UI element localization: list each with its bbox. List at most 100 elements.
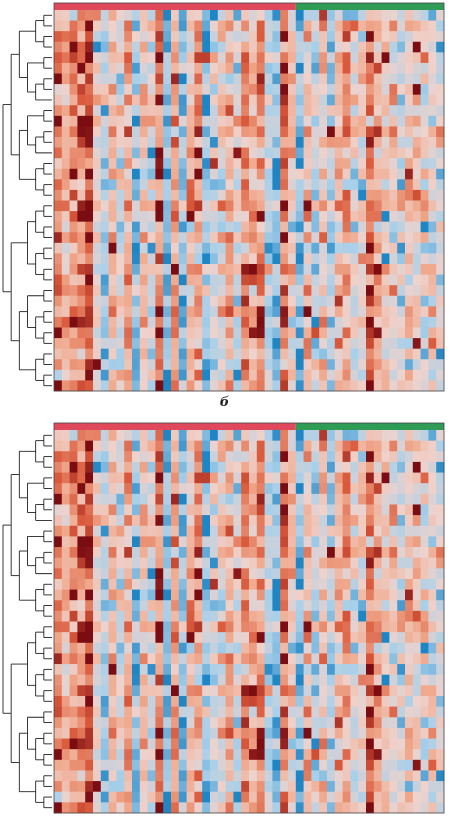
- heatmap-cell: [93, 451, 102, 463]
- heatmap-cell: [428, 557, 437, 569]
- heatmap-cell: [77, 451, 86, 463]
- heatmap-cell: [373, 504, 382, 516]
- heatmap-cell: [412, 578, 421, 590]
- heatmap-cell: [241, 461, 250, 473]
- heatmap-cell: [69, 211, 78, 223]
- heatmap-cell: [319, 359, 328, 371]
- heatmap-cell: [85, 664, 94, 676]
- heatmap-cell: [334, 770, 343, 782]
- heatmap-cell: [171, 674, 180, 686]
- heatmap-cell: [350, 147, 359, 159]
- heatmap-cell: [366, 515, 375, 527]
- heatmap-cell: [280, 440, 289, 452]
- heatmap-cell: [155, 306, 164, 318]
- heatmap-cell: [319, 642, 328, 654]
- heatmap-cell: [124, 430, 133, 442]
- heatmap-cell: [389, 802, 398, 814]
- heatmap-cell: [85, 137, 94, 148]
- heatmap-cell: [77, 600, 86, 612]
- heatmap-cell: [295, 62, 304, 74]
- heatmap-cell: [178, 137, 187, 148]
- heatmap-cell: [77, 515, 86, 527]
- heatmap-cell: [202, 547, 211, 559]
- heatmap-cell: [116, 802, 125, 814]
- heatmap-cell: [303, 759, 312, 771]
- heatmap-cell: [420, 211, 429, 223]
- heatmap-cell: [295, 94, 304, 106]
- heatmap-cell: [225, 264, 234, 275]
- heatmap-cell: [178, 695, 187, 708]
- heatmap-cell: [405, 749, 414, 761]
- heatmap-cell: [272, 126, 281, 138]
- heatmap-cell: [412, 115, 421, 127]
- heatmap-cell: [280, 179, 289, 191]
- heatmap-cell: [233, 380, 242, 392]
- heatmap-cell: [319, 189, 328, 201]
- heatmap-cell: [93, 115, 102, 127]
- heatmap-cell: [147, 749, 156, 761]
- heatmap-cell: [264, 430, 273, 442]
- heatmap-cell: [108, 461, 117, 473]
- heatmap-cell: [163, 73, 172, 85]
- heatmap-cell: [280, 126, 289, 138]
- heatmap-cell: [249, 653, 258, 665]
- heatmap-cell: [69, 738, 78, 750]
- heatmap-cell: [327, 31, 336, 43]
- heatmap-cell: [163, 547, 172, 559]
- heatmap-cell: [366, 738, 375, 750]
- heatmap-cell: [100, 62, 109, 74]
- heatmap-cell: [405, 52, 414, 64]
- heatmap-cell: [280, 547, 289, 559]
- heatmap-cell: [264, 770, 273, 782]
- heatmap-cell: [186, 179, 195, 191]
- heatmap-cell: [186, 264, 195, 275]
- heatmap-cell: [381, 791, 390, 803]
- heatmap-cell: [155, 685, 164, 697]
- heatmap-cell: [350, 621, 359, 633]
- heatmap-cell: [77, 749, 86, 761]
- heatmap-cell: [397, 73, 406, 85]
- heatmap-cell: [311, 642, 320, 654]
- heatmap-cell: [436, 515, 445, 527]
- heatmap-cell: [358, 200, 367, 212]
- heatmap-cell: [178, 749, 187, 761]
- heatmap-cell: [210, 380, 219, 392]
- heatmap-cell: [303, 327, 312, 339]
- heatmap-cell: [132, 73, 141, 85]
- heatmap-cell: [249, 461, 258, 473]
- heatmap-cell: [420, 126, 429, 138]
- heatmap-cell: [100, 717, 109, 729]
- heatmap-cell: [155, 525, 164, 537]
- heatmap-cell: [163, 695, 172, 708]
- heatmap-cell: [264, 610, 273, 622]
- heatmap-cell: [319, 706, 328, 718]
- heatmap-cell: [264, 600, 273, 612]
- heatmap-cell: [428, 147, 437, 159]
- heatmap-cell: [124, 738, 133, 750]
- heatmap-cell: [139, 200, 148, 212]
- heatmap-cell: [54, 600, 63, 612]
- heatmap-cell: [194, 781, 203, 793]
- heatmap-cell: [69, 338, 78, 350]
- heatmap-cell: [327, 685, 336, 697]
- heatmap-cell: [61, 493, 70, 505]
- heatmap-cell: [264, 295, 273, 307]
- heatmap-cell: [186, 589, 195, 601]
- heatmap-cell: [178, 461, 187, 473]
- heatmap-cell: [132, 706, 141, 718]
- heatmap-cell: [132, 221, 141, 233]
- heatmap-cell: [405, 717, 414, 729]
- heatmap-cell: [334, 369, 343, 381]
- heatmap-cell: [280, 147, 289, 159]
- heatmap-cell: [342, 359, 351, 371]
- heatmap-cell: [350, 10, 359, 21]
- heatmap-cell: [280, 621, 289, 633]
- heatmap-cell: [436, 493, 445, 505]
- heatmap-cell: [178, 493, 187, 505]
- heatmap-cell: [139, 461, 148, 473]
- heatmap-cell: [264, 504, 273, 516]
- heatmap-cell: [124, 632, 133, 644]
- heatmap-cell: [116, 642, 125, 654]
- heatmap-cell: [186, 547, 195, 559]
- heatmap-cell: [366, 94, 375, 106]
